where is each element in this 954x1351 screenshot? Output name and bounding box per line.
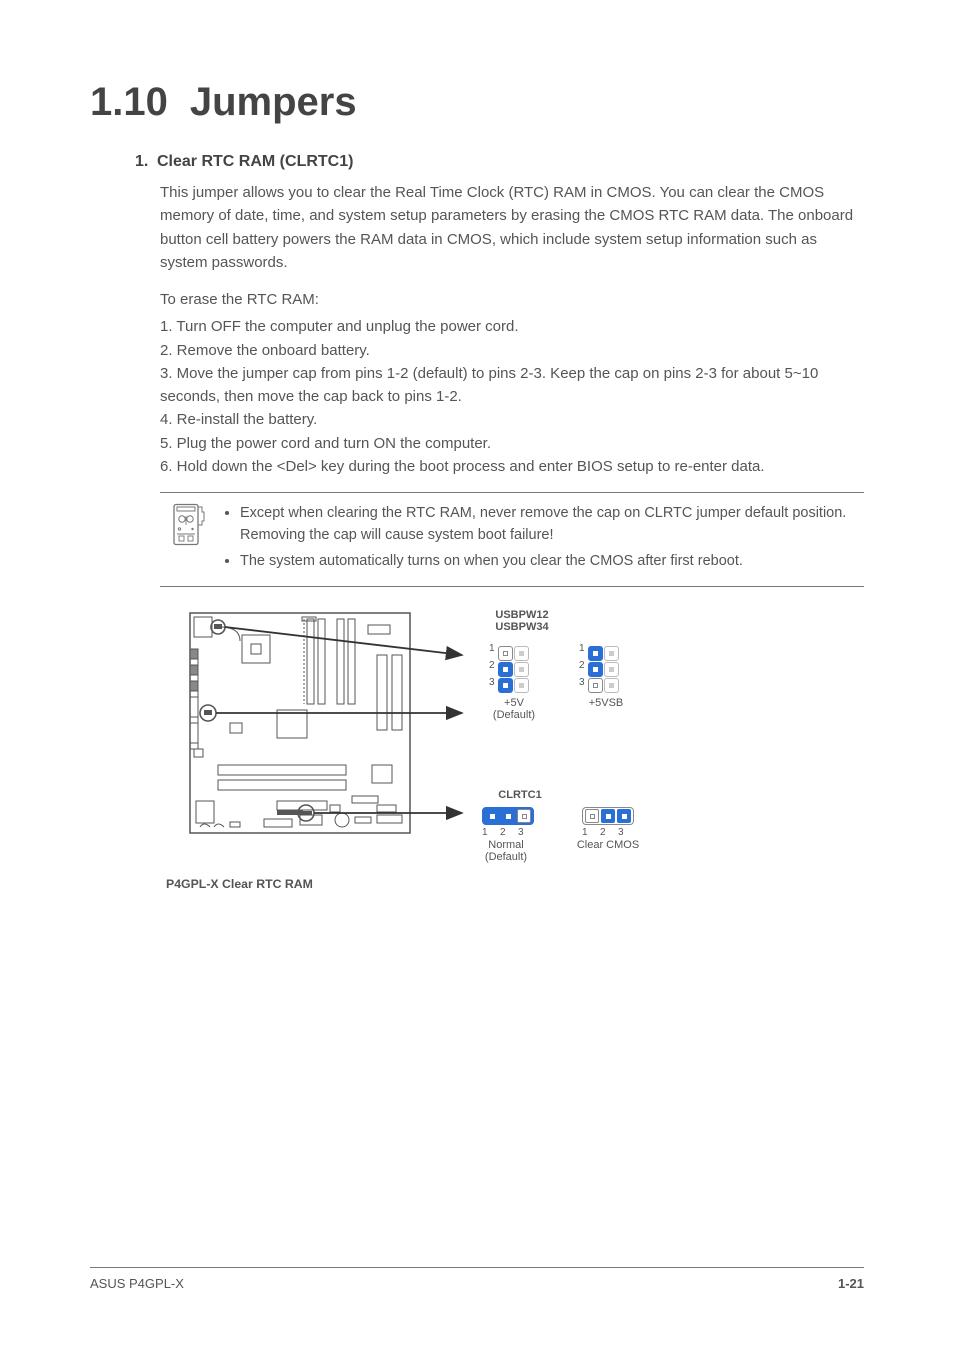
note-icon	[160, 503, 216, 551]
usbpw-title: USBPW12 USBPW34	[482, 609, 562, 635]
pin-label: 3	[518, 827, 524, 838]
pin-label: 2	[600, 827, 606, 838]
paragraph-2: To erase the RTC RAM:	[90, 288, 864, 311]
footer-left: ASUS P4GPL-X	[90, 1276, 184, 1291]
pin-label: 1	[489, 643, 495, 654]
pin-label: 1	[582, 827, 588, 838]
page-footer: ASUS P4GPL-X 1-21	[90, 1267, 864, 1291]
board-label: P4GPL-X Clear RTC RAM	[166, 877, 313, 891]
pin-label: 3	[579, 677, 585, 688]
clrtc-title: CLRTC1	[490, 789, 550, 803]
heading-title: Jumpers	[190, 80, 357, 124]
subsection-name: Clear RTC RAM (CLRTC1)	[157, 153, 353, 170]
footer-page-number: 1-21	[838, 1276, 864, 1291]
pin-label: 2	[579, 660, 585, 671]
jumper-diagram: USBPW12 USBPW34 1 2 3 +5V (Default) 1 2 …	[182, 605, 842, 885]
note-item-1: Except when clearing the RTC RAM, never …	[240, 503, 862, 547]
paragraph-steps: 1. Turn OFF the computer and unplug the …	[90, 315, 864, 478]
pin-label: 2	[489, 660, 495, 671]
note-text-container: Except when clearing the RTC RAM, never …	[216, 503, 862, 576]
section-heading: 1.10 Jumpers	[90, 80, 864, 125]
clrtc-alt-label: Clear CMOS	[572, 839, 644, 851]
pin-label: 1	[579, 643, 585, 654]
usbpw-default-label: +5V (Default)	[490, 697, 538, 721]
pin-label: 2	[500, 827, 506, 838]
usbpw-alt-label: +5VSB	[582, 697, 630, 709]
pin-label: 1	[482, 827, 488, 838]
note-block: Except when clearing the RTC RAM, never …	[160, 492, 864, 587]
subsection-title: 1.Clear RTC RAM (CLRTC1)	[90, 153, 864, 171]
clrtc-default-label: Normal (Default)	[478, 839, 534, 863]
subsection-number: 1.	[135, 153, 157, 171]
heading-number: 1.10	[90, 80, 168, 124]
usbpw-alt-pins	[587, 645, 619, 693]
paragraph-1: This jumper allows you to clear the Real…	[90, 181, 864, 274]
usbpw-default-pins	[497, 645, 529, 693]
note-item-2: The system automatically turns on when y…	[240, 551, 862, 573]
clrtc-alt-pins	[582, 807, 634, 825]
clrtc-default-pins	[482, 807, 534, 825]
pin-label: 3	[489, 677, 495, 688]
pin-label: 3	[618, 827, 624, 838]
